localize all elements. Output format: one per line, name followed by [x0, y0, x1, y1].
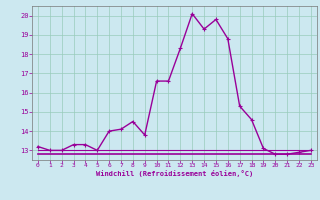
- X-axis label: Windchill (Refroidissement éolien,°C): Windchill (Refroidissement éolien,°C): [96, 170, 253, 177]
